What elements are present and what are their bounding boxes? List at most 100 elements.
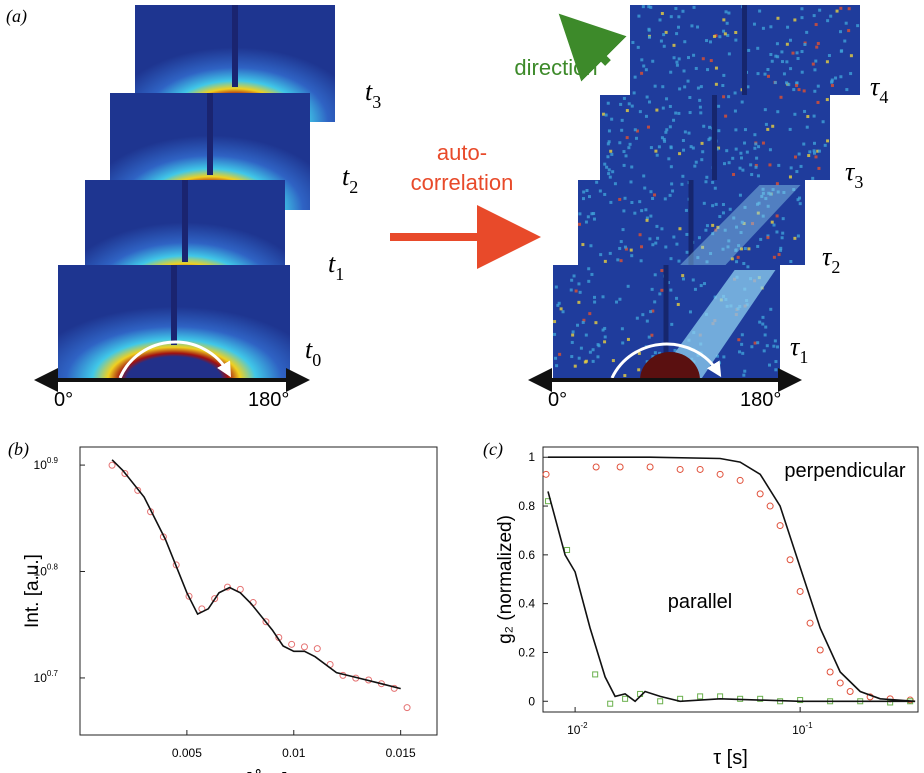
speckle	[590, 272, 594, 276]
tick-label: 0.015	[386, 746, 416, 760]
speckle	[705, 175, 709, 179]
speckle	[602, 112, 606, 116]
speckle	[587, 267, 591, 271]
speckle	[653, 351, 657, 355]
speckle	[711, 180, 715, 184]
beam-stop	[171, 265, 177, 345]
data-point	[121, 469, 129, 477]
speckle	[785, 42, 789, 46]
speckle	[647, 35, 651, 39]
speckle	[727, 161, 731, 165]
speckle	[766, 234, 770, 238]
frame-label: τ4	[870, 72, 888, 107]
speckle	[614, 300, 618, 304]
speckle	[699, 85, 703, 89]
speckle	[742, 261, 746, 265]
speckle	[683, 40, 687, 44]
flow-streak	[680, 185, 801, 265]
speckle	[812, 114, 816, 118]
speckle	[761, 322, 765, 326]
speckle	[694, 160, 698, 164]
speckle	[734, 38, 738, 42]
data-point	[806, 619, 814, 627]
speckle	[734, 248, 738, 252]
speckle	[806, 115, 810, 119]
speckle	[712, 34, 716, 38]
speckle	[817, 166, 821, 170]
speckle	[773, 81, 777, 85]
speckle	[584, 220, 588, 224]
tick-label: 0	[528, 694, 535, 708]
speckle	[757, 201, 761, 205]
speckle	[845, 88, 849, 92]
speckle	[741, 168, 745, 172]
speckle	[682, 69, 686, 73]
data-point	[846, 688, 854, 696]
speckle	[598, 189, 602, 193]
speckle	[630, 165, 634, 169]
speckle	[704, 228, 708, 232]
speckle	[570, 355, 574, 359]
speckle	[557, 301, 561, 305]
data-point	[646, 463, 654, 471]
speckle	[688, 96, 692, 100]
speckle	[714, 66, 718, 70]
speckle	[763, 108, 767, 112]
speckle	[796, 234, 800, 238]
frame-label: t0	[305, 335, 321, 370]
speckle	[721, 84, 725, 88]
plot-frame	[542, 446, 919, 713]
speckle	[618, 246, 622, 250]
speckle	[814, 155, 818, 159]
speckle	[834, 76, 838, 80]
speckle	[767, 191, 771, 195]
speckle	[648, 100, 652, 104]
speckle	[780, 236, 784, 240]
y-axis-label: g₂ (normalized)	[495, 515, 516, 644]
speckle	[708, 125, 712, 129]
speckle	[618, 297, 622, 301]
speckle	[690, 24, 694, 28]
data-point	[826, 668, 834, 676]
speckle	[645, 360, 649, 364]
speckle	[633, 211, 637, 215]
speckle	[774, 360, 778, 364]
speckle	[683, 130, 687, 134]
speckle	[647, 335, 651, 339]
speckle	[594, 321, 598, 325]
panel-label: (b)	[8, 439, 29, 460]
speckle	[724, 114, 728, 118]
speckle	[795, 83, 799, 87]
speckle	[618, 197, 622, 201]
speckle	[571, 330, 575, 334]
speckle	[793, 112, 797, 116]
frame-label-base: t	[328, 249, 336, 278]
speckle	[653, 193, 657, 197]
speckle	[647, 125, 651, 129]
beam-stop	[663, 265, 669, 380]
data-point	[108, 461, 116, 469]
tick-label-exponent: 0.8	[47, 562, 59, 571]
speckle	[781, 231, 785, 235]
speckle	[608, 175, 612, 179]
speckle	[677, 57, 681, 61]
speckle	[704, 180, 708, 184]
speckle	[816, 149, 820, 153]
speckle	[800, 50, 804, 54]
plot-frame	[79, 446, 438, 736]
speckle	[770, 220, 774, 224]
tick-label: 100.8	[34, 562, 59, 578]
speckle	[738, 193, 742, 197]
speckle	[593, 300, 597, 304]
speckle	[721, 247, 725, 251]
speckle	[569, 288, 573, 292]
speckle	[808, 150, 812, 154]
tick-label: 10-2	[567, 721, 588, 737]
speckle	[667, 157, 671, 161]
frame-label-sub: 3	[372, 92, 381, 112]
speckle	[739, 231, 743, 235]
speckle	[756, 174, 760, 178]
speckle	[697, 236, 701, 240]
speckle	[681, 274, 685, 278]
speckle	[761, 315, 765, 319]
